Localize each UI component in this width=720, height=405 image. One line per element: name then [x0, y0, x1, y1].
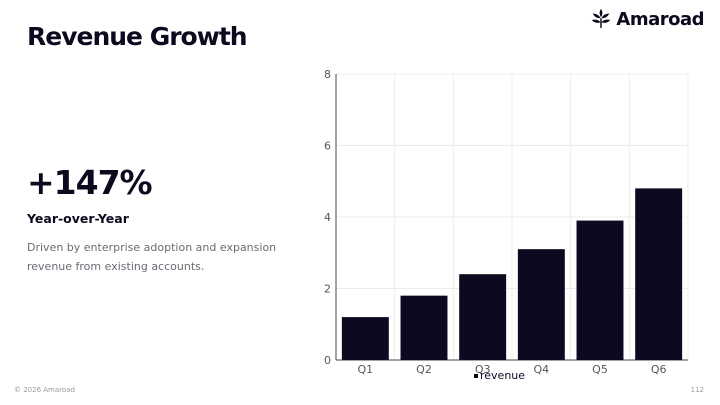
kpi-label: Year-over-Year [27, 211, 129, 226]
bar-q5 [576, 220, 624, 360]
x-tick-label: Q5 [592, 363, 608, 376]
y-tick-label: 6 [324, 140, 331, 153]
bar-q3 [459, 274, 507, 360]
bar-q2 [400, 295, 448, 360]
x-tick-label: Q4 [533, 363, 549, 376]
bar-q6 [635, 188, 683, 360]
kpi-value: +147% [27, 163, 153, 202]
page-title: Revenue Growth [27, 22, 248, 51]
bar-q1 [341, 317, 389, 360]
legend-swatch [474, 374, 478, 378]
y-tick-label: 0 [324, 354, 331, 367]
y-tick-label: 4 [324, 211, 331, 224]
brand-logo: Amaroad [590, 8, 704, 30]
x-tick-label: Q1 [357, 363, 373, 376]
footer-copyright: © 2026 Amaroad [14, 386, 75, 394]
brand-name: Amaroad [616, 8, 704, 30]
y-tick-label: 2 [324, 283, 331, 296]
legend-label: revenue [480, 369, 525, 382]
x-tick-label: Q3 [475, 363, 491, 376]
y-tick-label: 8 [324, 68, 331, 81]
x-tick-label: Q6 [651, 363, 667, 376]
bar-q4 [517, 249, 565, 360]
x-tick-label: Q2 [416, 363, 432, 376]
revenue-bar-chart: 0 2 4 6 8 Q1 Q2 Q3 Q4 Q5 Q6 revenue [324, 68, 689, 382]
leaf-logo-icon [592, 8, 611, 29]
page-number: 112 [690, 386, 704, 394]
kpi-description: Driven by enterprise adoption and expans… [27, 241, 277, 273]
